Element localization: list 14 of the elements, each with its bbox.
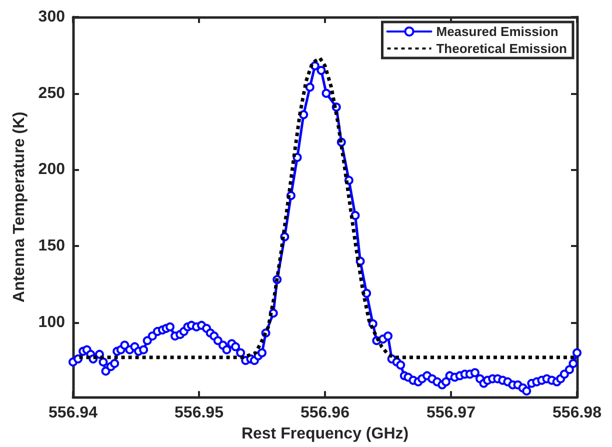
x-tick-label: 556.94 (48, 404, 98, 422)
y-tick-label: 150 (38, 237, 66, 254)
y-tick-label: 250 (38, 84, 66, 102)
y-axis-title: Antenna Temperature (K) (10, 112, 28, 302)
y-tick-label: 100 (38, 314, 66, 331)
y-tick-label: 200 (38, 161, 66, 178)
legend-label: Measured Emission (436, 24, 558, 39)
x-tick-label: 556.97 (426, 404, 476, 422)
legend-label: Theoretical Emission (436, 41, 568, 56)
x-tick-label: 556.96 (300, 404, 350, 422)
x-tick-label: 556.95 (174, 404, 224, 422)
x-axis-title: Rest Frequency (GHz) (241, 426, 409, 442)
x-tick-label: 556.98 (552, 404, 602, 422)
y-tick-label: 300 (38, 8, 66, 26)
